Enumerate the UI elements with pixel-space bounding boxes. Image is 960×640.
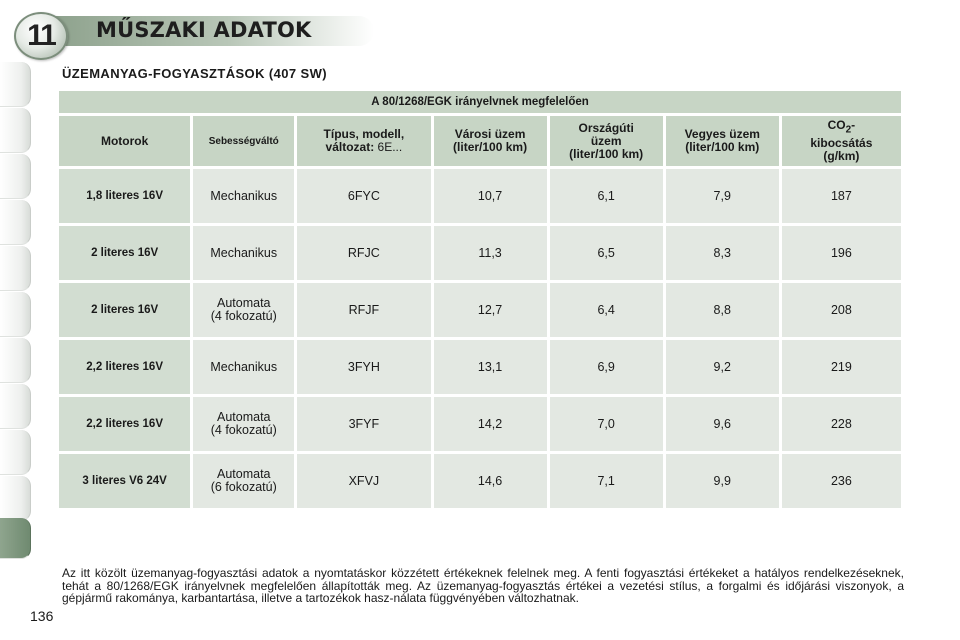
cell-extra-urban: 7,0 [549, 397, 663, 451]
urban-header-line2: (liter/100 km) [453, 140, 528, 154]
cell-engine: 2 literes 16V [59, 226, 191, 280]
cell-gearbox: Automata (4 fokozatú) [193, 397, 295, 451]
column-header-engine: Motorok [59, 116, 191, 166]
cell-combined: 7,9 [665, 169, 779, 223]
cell-extra-urban: 7,1 [549, 454, 663, 508]
gearbox-line1: Mechanikus [210, 245, 278, 260]
fuel-consumption-table: A 80/1268/EGK irányelvnek megfelelően Mo… [56, 88, 904, 511]
extra-header-line2: üzem [590, 133, 622, 148]
co2-header-line3: (g/km) [823, 148, 860, 163]
cell-gearbox: Automata (6 fokozatú) [193, 454, 295, 508]
cell-engine: 1,8 literes 16V [59, 169, 191, 223]
cell-co2: 187 [781, 169, 901, 223]
cell-urban: 11,3 [433, 226, 547, 280]
chapter-tab-strip [0, 0, 34, 640]
cell-co2: 196 [781, 226, 901, 280]
cell-type: XFVJ [297, 454, 431, 508]
gearbox-line1: Automata [216, 296, 271, 310]
type-header-label: Típus, modell, változat: [323, 127, 405, 154]
gearbox-line1: Automata [216, 410, 271, 424]
footnote-text: Az itt közölt üzemanyag-fogyasztási adat… [62, 566, 904, 605]
cell-gearbox: Mechanikus [193, 226, 295, 280]
chapter-tab[interactable] [0, 384, 31, 429]
cell-type: 6FYC [297, 169, 431, 223]
column-header-extra-urban: Országúti üzem (liter/100 km) [549, 116, 663, 166]
chapter-tab[interactable] [0, 246, 31, 291]
table-row: 1,8 literes 16V Mechanikus 6FYC 10,7 6,1… [59, 169, 901, 223]
cell-gearbox: Automata (4 fokozatú) [193, 283, 295, 337]
cell-co2: 228 [781, 397, 901, 451]
table-row: 3 literes V6 24V Automata (6 fokozatú) XF… [59, 454, 901, 508]
cell-extra-urban: 6,4 [549, 283, 663, 337]
chapter-tab[interactable] [0, 338, 31, 383]
cell-co2: 219 [781, 340, 901, 394]
column-header-gearbox: Sebességváltó [193, 116, 295, 166]
cell-urban: 14,6 [433, 454, 547, 508]
extra-header-line1: Országúti [578, 120, 634, 135]
cell-combined: 8,8 [665, 283, 779, 337]
cell-combined: 9,9 [665, 454, 779, 508]
chapter-tab[interactable] [0, 292, 31, 337]
gearbox-line1: Automata [216, 467, 271, 481]
cell-extra-urban: 6,9 [549, 340, 663, 394]
cell-type: RFJC [297, 226, 431, 280]
chapter-tab[interactable] [0, 476, 31, 521]
cell-type: 3FYH [297, 340, 431, 394]
page-title: MŰSZAKI ADATOK [96, 18, 312, 42]
column-header-urban: Városi üzem (liter/100 km) [433, 116, 547, 166]
cell-urban: 12,7 [433, 283, 547, 337]
gearbox-line1: Mechanikus [210, 188, 278, 203]
table-row: 2,2 literes 16V Mechanikus 3FYH 13,1 6,9… [59, 340, 901, 394]
cell-extra-urban: 6,1 [549, 169, 663, 223]
chapter-tab[interactable] [0, 62, 31, 107]
column-header-type: Típus, modell, változat: 6E... [297, 116, 431, 166]
chapter-number-badge: 11 [14, 12, 68, 60]
cell-extra-urban: 6,5 [549, 226, 663, 280]
cell-engine: 2,2 literes 16V [59, 340, 191, 394]
chapter-tab[interactable] [0, 430, 31, 475]
gearbox-line2: (4 fokozatú) [210, 423, 277, 437]
table-row: 2,2 literes 16V Automata (4 fokozatú) 3FY… [59, 397, 901, 451]
cell-engine: 2,2 literes 16V [59, 397, 191, 451]
cell-urban: 13,1 [433, 340, 547, 394]
cell-engine: 3 literes V6 24V [59, 454, 191, 508]
table-row: 2 literes 16V Automata (4 fokozatú) RFJF … [59, 283, 901, 337]
header-bar [54, 16, 374, 46]
section-title: ÜZEMANYAG-FOGYASZTÁSOK (407 SW) [62, 66, 327, 81]
gearbox-line1: Mechanikus [210, 359, 278, 374]
co2-header-line2: kibocsátás [810, 135, 873, 150]
cell-urban: 14,2 [433, 397, 547, 451]
co2-header-subscript: 2 [845, 124, 852, 136]
table-standard-header: A 80/1268/EGK irányelvnek megfelelően [59, 91, 901, 113]
gearbox-line2: (4 fokozatú) [210, 309, 277, 323]
cell-gearbox: Mechanikus [193, 169, 295, 223]
cell-combined: 8,3 [665, 226, 779, 280]
co2-header-dash: - [851, 118, 856, 133]
cell-combined: 9,2 [665, 340, 779, 394]
cell-urban: 10,7 [433, 169, 547, 223]
cell-co2: 236 [781, 454, 901, 508]
combined-header-line2: (liter/100 km) [685, 140, 760, 154]
extra-header-line3: (liter/100 km) [569, 146, 644, 161]
cell-type: RFJF [297, 283, 431, 337]
cell-co2: 208 [781, 283, 901, 337]
combined-header-line1: Vegyes üzem [684, 127, 760, 141]
chapter-tab[interactable] [0, 154, 31, 199]
column-header-co2: CO2- kibocsátás (g/km) [781, 116, 901, 166]
chapter-tab-active[interactable] [0, 518, 31, 559]
cell-combined: 9,6 [665, 397, 779, 451]
chapter-tab[interactable] [0, 108, 31, 153]
column-header-combined: Vegyes üzem (liter/100 km) [665, 116, 779, 166]
chapter-tab[interactable] [0, 200, 31, 245]
type-header-code: 6E... [374, 140, 403, 154]
table-row: 2 literes 16V Mechanikus RFJC 11,3 6,5 8… [59, 226, 901, 280]
gearbox-line2: (6 fokozatú) [210, 480, 277, 494]
cell-type: 3FYF [297, 397, 431, 451]
cell-engine: 2 literes 16V [59, 283, 191, 337]
page-number: 136 [30, 608, 54, 624]
urban-header-line1: Városi üzem [454, 127, 526, 141]
co2-header-formula: CO [827, 118, 846, 133]
cell-gearbox: Mechanikus [193, 340, 295, 394]
